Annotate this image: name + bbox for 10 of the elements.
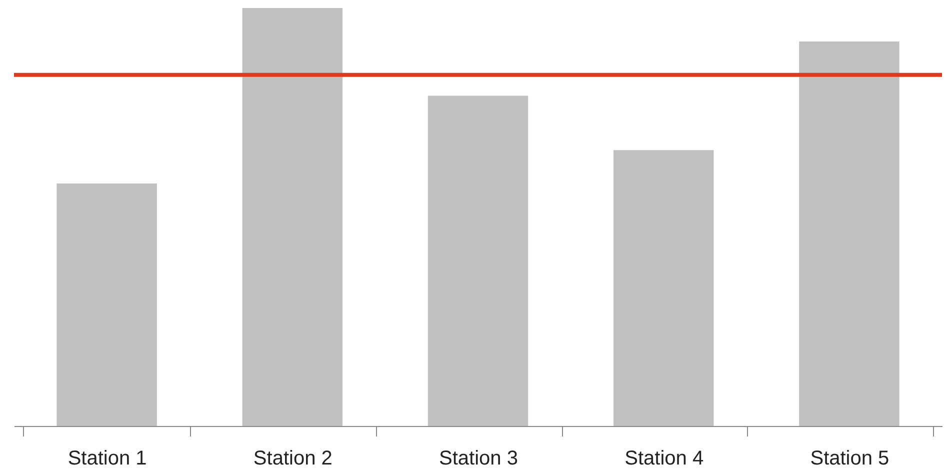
x-tick-label: Station 4 [624, 448, 704, 470]
x-tick-label: Station 3 [439, 448, 518, 470]
bar [56, 184, 157, 426]
bar [242, 8, 343, 426]
x-tick-label: Station 2 [253, 448, 332, 470]
x-tick-label: Station 5 [810, 448, 890, 470]
x-tick-label: Station 1 [68, 448, 147, 470]
bar [428, 96, 528, 426]
bar [613, 150, 714, 426]
bar [799, 41, 900, 426]
